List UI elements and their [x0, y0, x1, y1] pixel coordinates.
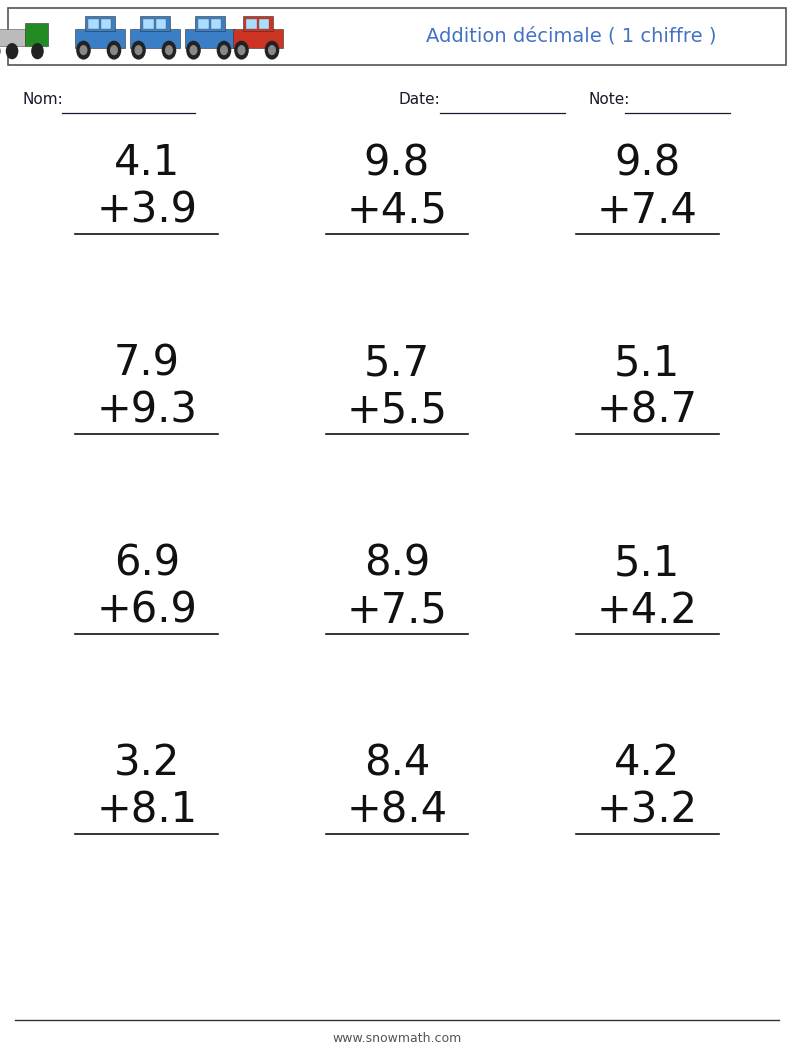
Text: +7.5: +7.5 — [346, 590, 448, 632]
Circle shape — [135, 45, 142, 55]
FancyBboxPatch shape — [101, 19, 111, 28]
Text: +5.5: +5.5 — [346, 390, 448, 432]
Text: 4.2: 4.2 — [614, 742, 680, 784]
Text: 8.4: 8.4 — [364, 742, 430, 784]
FancyBboxPatch shape — [129, 29, 180, 47]
Text: Addition décimale ( 1 chiffre ): Addition décimale ( 1 chiffre ) — [426, 26, 717, 45]
Text: +9.3: +9.3 — [96, 390, 198, 432]
FancyBboxPatch shape — [246, 19, 257, 28]
Text: 9.8: 9.8 — [364, 142, 430, 184]
Circle shape — [235, 41, 248, 59]
Text: +8.7: +8.7 — [596, 390, 698, 432]
Circle shape — [132, 41, 145, 59]
FancyBboxPatch shape — [156, 19, 166, 28]
Circle shape — [107, 41, 121, 59]
FancyBboxPatch shape — [88, 19, 99, 28]
Text: +7.4: +7.4 — [596, 190, 698, 232]
Text: Date:: Date: — [398, 93, 440, 107]
FancyBboxPatch shape — [195, 16, 225, 31]
Circle shape — [166, 45, 172, 55]
Circle shape — [187, 41, 200, 59]
Text: 7.9: 7.9 — [114, 342, 180, 384]
Text: 3.2: 3.2 — [114, 742, 180, 784]
Circle shape — [80, 45, 87, 55]
Circle shape — [265, 41, 279, 59]
Text: 5.1: 5.1 — [614, 542, 680, 584]
Text: +8.1: +8.1 — [96, 790, 198, 832]
Circle shape — [32, 44, 43, 59]
Text: +3.9: +3.9 — [96, 190, 198, 232]
Text: 5.1: 5.1 — [614, 342, 680, 384]
FancyBboxPatch shape — [184, 29, 235, 47]
Circle shape — [268, 45, 276, 55]
Circle shape — [221, 45, 227, 55]
Text: +4.2: +4.2 — [596, 590, 698, 632]
Text: 6.9: 6.9 — [114, 542, 180, 584]
Text: +3.2: +3.2 — [596, 790, 698, 832]
Circle shape — [6, 44, 17, 59]
FancyBboxPatch shape — [143, 19, 154, 28]
Text: Nom:: Nom: — [22, 93, 63, 107]
Circle shape — [77, 41, 90, 59]
Text: +4.5: +4.5 — [346, 190, 448, 232]
Text: 8.9: 8.9 — [364, 542, 430, 584]
Circle shape — [162, 41, 175, 59]
Text: Note:: Note: — [588, 93, 630, 107]
Text: +8.4: +8.4 — [346, 790, 448, 832]
FancyBboxPatch shape — [0, 29, 25, 46]
Circle shape — [238, 45, 245, 55]
Text: +6.9: +6.9 — [96, 590, 198, 632]
FancyBboxPatch shape — [259, 19, 269, 28]
Text: 9.8: 9.8 — [614, 142, 680, 184]
FancyBboxPatch shape — [233, 29, 283, 47]
FancyBboxPatch shape — [141, 16, 170, 31]
FancyBboxPatch shape — [25, 22, 48, 46]
Circle shape — [110, 45, 118, 55]
FancyBboxPatch shape — [243, 16, 273, 31]
FancyBboxPatch shape — [198, 19, 210, 28]
FancyBboxPatch shape — [75, 29, 125, 47]
FancyBboxPatch shape — [210, 19, 221, 28]
Text: www.snowmath.com: www.snowmath.com — [333, 1032, 461, 1045]
Text: 5.7: 5.7 — [364, 342, 430, 384]
FancyBboxPatch shape — [8, 8, 786, 65]
FancyBboxPatch shape — [85, 16, 115, 31]
Circle shape — [191, 45, 197, 55]
Circle shape — [218, 41, 230, 59]
Text: 4.1: 4.1 — [114, 142, 180, 184]
